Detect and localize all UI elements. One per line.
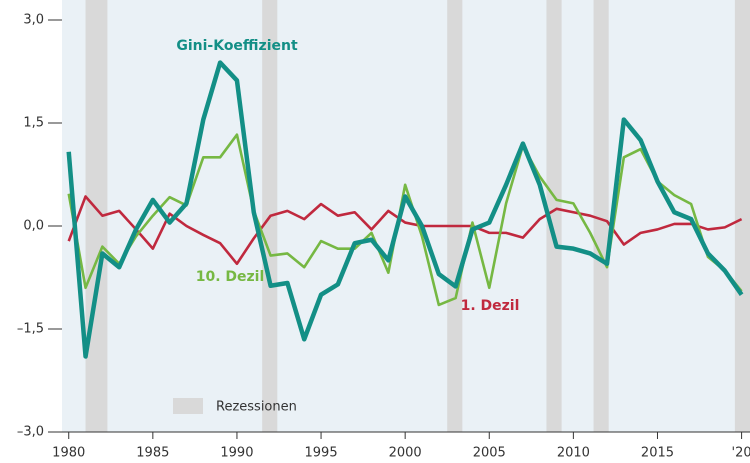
legend-swatch: [173, 398, 203, 414]
series-label: Gini-Koeffizient: [176, 38, 298, 54]
y-tick-label: 1,5: [23, 116, 44, 131]
x-tick-label: 1985: [136, 446, 169, 461]
x-tick-label: 1995: [305, 446, 338, 461]
recession-band: [546, 0, 562, 432]
x-tick-label: 2010: [557, 446, 590, 461]
recession-band: [447, 0, 463, 432]
series-line: [66, 60, 744, 359]
y-tick-label: 0,0: [23, 219, 44, 234]
series-line: [67, 133, 743, 307]
x-tick-label: '20: [732, 446, 750, 461]
x-tick-label: 1990: [220, 446, 253, 461]
series-label: 10. Dezil: [196, 269, 265, 285]
recession-band: [734, 0, 750, 432]
recession-band: [593, 0, 609, 432]
y-tick-label: –1,5: [17, 322, 44, 337]
legend-label: Rezessionen: [216, 400, 297, 415]
series-line: [67, 195, 743, 266]
x-tick-label: 2000: [389, 446, 422, 461]
series-label: 1. Dezil: [461, 298, 520, 314]
x-tick-label: 1980: [52, 446, 85, 461]
y-tick-label: –3,0: [17, 425, 44, 440]
y-tick-label: 3,0: [23, 13, 44, 28]
x-tick-label: 2005: [473, 446, 506, 461]
x-tick-label: 2015: [641, 446, 674, 461]
